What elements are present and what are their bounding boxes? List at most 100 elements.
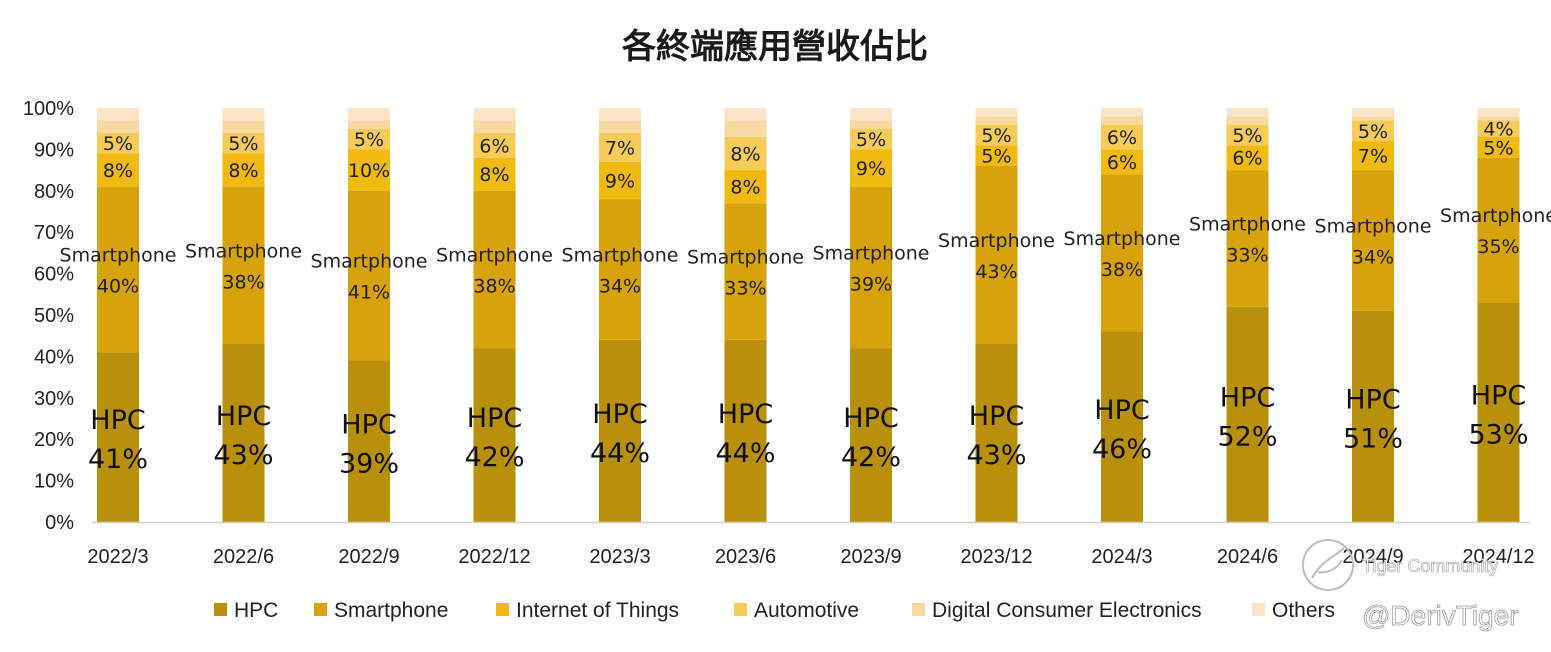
smartphone-label-value: 34% — [1352, 246, 1394, 268]
y-tick-label: 30% — [34, 388, 74, 410]
bar-segment-others — [348, 108, 390, 121]
bar-segment-internet-of-things — [1477, 136, 1520, 158]
hpc-label-name: HPC — [1471, 380, 1526, 411]
bar-segment-digital-consumer-electronics — [222, 120, 265, 133]
hpc-label-name: HPC — [843, 403, 898, 434]
automotive-label: 8% — [730, 144, 760, 166]
smartphone-label-value: 40% — [97, 275, 139, 297]
bar-stack: HPC 52% Smartphone 33% 6%5% — [1189, 108, 1306, 522]
bar-segment-digital-consumer-electronics — [1101, 116, 1143, 125]
bar-segment-automotive — [850, 128, 892, 150]
smartphone-label-name: Smartphone — [1315, 215, 1432, 237]
smartphone-label-name: Smartphone — [938, 230, 1055, 252]
automotive-label: 5% — [1232, 125, 1262, 147]
hpc-label-name: HPC — [592, 399, 647, 430]
iot-label: 8% — [730, 177, 760, 199]
smartphone-label-value: 38% — [222, 271, 264, 293]
bar-segment-smartphone — [599, 199, 641, 340]
bar-segment-internet-of-things — [348, 149, 390, 191]
x-axis: 2022/3 2022/6 2022/9 2022/12 2023/3 2023/6 202… — [87, 521, 1535, 568]
smartphone-label-name: Smartphone — [60, 244, 177, 266]
legend-swatch — [214, 603, 227, 616]
bar-segment-hpc — [724, 339, 767, 522]
legend-item: Others — [1252, 599, 1335, 622]
x-category-label: 2022/6 — [213, 546, 274, 568]
iot-label: 7% — [1358, 146, 1388, 168]
bar-segment-automotive — [222, 132, 265, 154]
bar-stack: HPC 44% Smartphone 34% 9% 7% — [562, 108, 679, 522]
bar-segment-digital-consumer-electronics — [1226, 116, 1269, 125]
smartphone-label-value: 39% — [850, 273, 892, 295]
smartphone-label-name: Smartphone — [562, 244, 679, 266]
legend-swatch — [496, 603, 509, 616]
x-category-label: 2023/3 — [589, 546, 650, 568]
y-tick-label: 50% — [34, 305, 74, 327]
y-tick-label: 80% — [34, 181, 74, 203]
legend-item: Internet of Things — [496, 599, 679, 622]
smartphone-label-value: 35% — [1477, 236, 1519, 258]
legend-label: Internet of Things — [516, 599, 679, 622]
bar-segment-others — [599, 108, 641, 121]
bar-segment-others — [1101, 108, 1143, 117]
y-tick-label: 90% — [34, 139, 74, 161]
smartphone-label-name: Smartphone — [436, 244, 553, 266]
bar-segment-digital-consumer-electronics — [1477, 116, 1520, 121]
bar-segment-others — [1477, 108, 1520, 117]
iot-label: 5% — [981, 146, 1011, 168]
smartphone-label-value: 43% — [975, 261, 1017, 283]
bar-segment-smartphone — [724, 203, 767, 340]
bar-segment-smartphone — [473, 190, 516, 349]
bar-segment-digital-consumer-electronics — [724, 120, 767, 137]
smartphone-label-value: 41% — [348, 282, 390, 304]
bar-stack: HPC 51% Smartphone 34% 7% 5% — [1315, 108, 1432, 522]
y-tick-label: 70% — [34, 222, 74, 244]
smartphone-label-name: Smartphone — [687, 247, 804, 269]
y-tick-label: 0% — [45, 512, 74, 534]
bar-segment-digital-consumer-electronics — [348, 120, 390, 129]
smartphone-label-value: 33% — [1226, 244, 1268, 266]
hpc-label-value: 44% — [590, 438, 650, 469]
bar-segment-others — [850, 108, 892, 121]
bar-segment-internet-of-things — [850, 149, 892, 187]
bar-segment-smartphone — [97, 186, 139, 353]
iot-label: 8% — [228, 160, 258, 182]
bar-segment-others — [473, 108, 516, 121]
hpc-label-value: 46% — [1092, 434, 1152, 465]
bar-segment-automotive — [1101, 124, 1143, 150]
bar-stack: HPC 43% Smartphone 38% 8% 5% — [185, 108, 302, 522]
bar-segment-others — [1352, 108, 1394, 117]
smartphone-label-name: Smartphone — [813, 242, 930, 264]
bar-segment-internet-of-things — [599, 161, 641, 200]
hpc-label-value: 42% — [841, 442, 901, 473]
bar-segment-hpc — [1352, 310, 1394, 522]
bar-stack: HPC 39% Smartphone 41% 10% 5% — [311, 108, 428, 522]
hpc-label-value: 51% — [1343, 423, 1403, 454]
automotive-label: 5% — [981, 125, 1011, 147]
automotive-label: 7% — [605, 137, 635, 159]
watermark-handle: @DerivTiger — [1362, 600, 1519, 631]
legend-label: Others — [1272, 599, 1335, 622]
smartphone-label-value: 33% — [724, 278, 766, 300]
legend-item: Automotive — [734, 599, 859, 622]
legend-swatch — [734, 603, 747, 616]
bar-segment-internet-of-things — [975, 145, 1018, 166]
bar-segment-digital-consumer-electronics — [850, 120, 892, 129]
bar-segment-smartphone — [1352, 170, 1394, 311]
x-category-label: 2023/9 — [840, 546, 901, 568]
bar-segment-hpc — [222, 343, 265, 522]
legend: HPC Smartphone Internet of Things Automotiv… — [214, 599, 1335, 622]
x-category-label: 2022/12 — [458, 546, 530, 568]
bar-segment-smartphone — [222, 186, 265, 344]
bar-segment-digital-consumer-electronics — [599, 120, 641, 133]
y-tick-label: 40% — [34, 346, 74, 368]
automotive-label: 5% — [103, 133, 133, 155]
y-tick-label: 10% — [34, 471, 74, 493]
smartphone-label-name: Smartphone — [311, 251, 428, 273]
hpc-label-name: HPC — [90, 405, 145, 436]
bar-segment-automotive — [599, 132, 641, 162]
automotive-label: 5% — [354, 129, 384, 151]
bar-segment-internet-of-things — [1352, 141, 1394, 171]
iot-label: 6% — [1107, 152, 1137, 174]
bar-segment-smartphone — [348, 190, 390, 361]
hpc-label-value: 39% — [339, 448, 399, 479]
